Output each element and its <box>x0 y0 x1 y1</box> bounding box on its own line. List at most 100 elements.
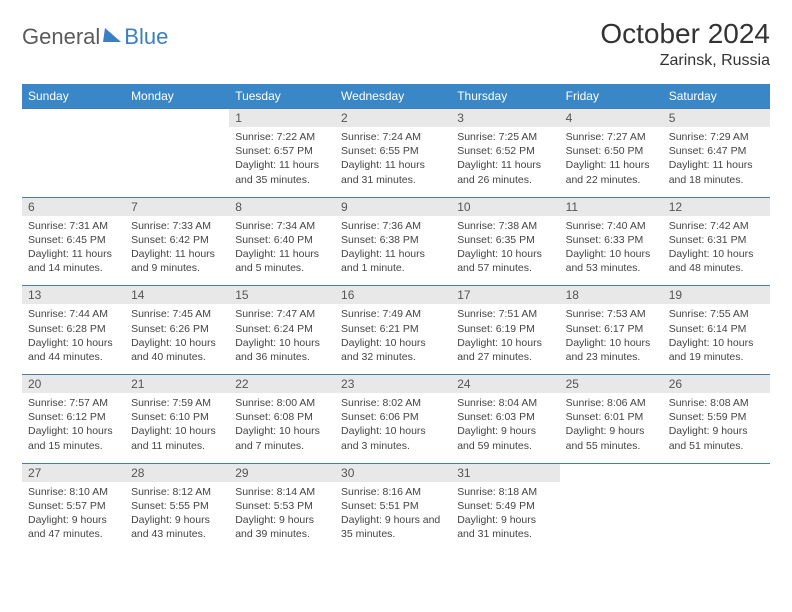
daylight: Daylight: 9 hours and 39 minutes. <box>235 513 329 541</box>
sunrise: Sunrise: 7:22 AM <box>235 130 329 144</box>
day-number-row: 2728293031 <box>22 463 770 482</box>
day-number: 27 <box>22 463 125 482</box>
month-title: October 2024 <box>600 18 770 50</box>
day-number: 7 <box>125 197 229 216</box>
sunrise: Sunrise: 7:53 AM <box>566 307 657 321</box>
day-detail: Sunrise: 8:10 AMSunset: 5:57 PMDaylight:… <box>22 482 125 552</box>
daylight: Daylight: 10 hours and 11 minutes. <box>131 424 223 452</box>
sunrise: Sunrise: 7:27 AM <box>566 130 657 144</box>
sunrise: Sunrise: 7:34 AM <box>235 219 329 233</box>
sunset: Sunset: 6:31 PM <box>669 233 764 247</box>
day-detail: Sunrise: 7:59 AMSunset: 6:10 PMDaylight:… <box>125 393 229 463</box>
daylight: Daylight: 10 hours and 19 minutes. <box>669 336 764 364</box>
day-number: 30 <box>335 463 451 482</box>
day-detail: Sunrise: 7:22 AMSunset: 6:57 PMDaylight:… <box>229 127 335 197</box>
day-number: 21 <box>125 375 229 394</box>
day-detail: Sunrise: 8:00 AMSunset: 6:08 PMDaylight:… <box>229 393 335 463</box>
sunrise: Sunrise: 7:45 AM <box>131 307 223 321</box>
weekday-header: Sunday <box>22 84 125 109</box>
daylight: Daylight: 10 hours and 48 minutes. <box>669 247 764 275</box>
day-number: 25 <box>560 375 663 394</box>
day-number: 6 <box>22 197 125 216</box>
daylight: Daylight: 10 hours and 32 minutes. <box>341 336 445 364</box>
sunset: Sunset: 6:38 PM <box>341 233 445 247</box>
weekday-header: Friday <box>560 84 663 109</box>
day-number: 18 <box>560 286 663 305</box>
weekday-header: Tuesday <box>229 84 335 109</box>
daylight: Daylight: 10 hours and 36 minutes. <box>235 336 329 364</box>
daylight: Daylight: 11 hours and 5 minutes. <box>235 247 329 275</box>
daylight: Daylight: 9 hours and 51 minutes. <box>669 424 764 452</box>
day-detail: Sunrise: 7:57 AMSunset: 6:12 PMDaylight:… <box>22 393 125 463</box>
daylight: Daylight: 10 hours and 44 minutes. <box>28 336 119 364</box>
weekday-header-row: Sunday Monday Tuesday Wednesday Thursday… <box>22 84 770 109</box>
sunrise: Sunrise: 7:42 AM <box>669 219 764 233</box>
day-number: 1 <box>229 109 335 128</box>
sunset: Sunset: 6:33 PM <box>566 233 657 247</box>
sunrise: Sunrise: 7:25 AM <box>457 130 553 144</box>
day-detail: Sunrise: 7:42 AMSunset: 6:31 PMDaylight:… <box>663 216 770 286</box>
sunrise: Sunrise: 7:44 AM <box>28 307 119 321</box>
day-number-row: 20212223242526 <box>22 375 770 394</box>
sunset: Sunset: 6:26 PM <box>131 322 223 336</box>
day-number-row: 13141516171819 <box>22 286 770 305</box>
day-number: 8 <box>229 197 335 216</box>
sunset: Sunset: 6:24 PM <box>235 322 329 336</box>
sunrise: Sunrise: 7:57 AM <box>28 396 119 410</box>
day-number: 4 <box>560 109 663 128</box>
day-detail: Sunrise: 7:38 AMSunset: 6:35 PMDaylight:… <box>451 216 559 286</box>
daylight: Daylight: 10 hours and 3 minutes. <box>341 424 445 452</box>
daylight: Daylight: 11 hours and 31 minutes. <box>341 158 445 186</box>
day-detail-row: Sunrise: 7:44 AMSunset: 6:28 PMDaylight:… <box>22 304 770 374</box>
weekday-header: Thursday <box>451 84 559 109</box>
sunset: Sunset: 6:45 PM <box>28 233 119 247</box>
daylight: Daylight: 11 hours and 9 minutes. <box>131 247 223 275</box>
day-detail: Sunrise: 7:45 AMSunset: 6:26 PMDaylight:… <box>125 304 229 374</box>
sunrise: Sunrise: 7:59 AM <box>131 396 223 410</box>
sunrise: Sunrise: 7:33 AM <box>131 219 223 233</box>
daylight: Daylight: 10 hours and 40 minutes. <box>131 336 223 364</box>
day-number-row: 6789101112 <box>22 197 770 216</box>
day-detail: Sunrise: 7:55 AMSunset: 6:14 PMDaylight:… <box>663 304 770 374</box>
sunset: Sunset: 6:55 PM <box>341 144 445 158</box>
day-detail: Sunrise: 7:31 AMSunset: 6:45 PMDaylight:… <box>22 216 125 286</box>
daylight: Daylight: 9 hours and 55 minutes. <box>566 424 657 452</box>
title-block: October 2024 Zarinsk, Russia <box>600 18 770 70</box>
daylight: Daylight: 11 hours and 1 minute. <box>341 247 445 275</box>
sunrise: Sunrise: 8:18 AM <box>457 485 553 499</box>
sunrise: Sunrise: 8:04 AM <box>457 396 553 410</box>
daylight: Daylight: 10 hours and 53 minutes. <box>566 247 657 275</box>
day-detail: Sunrise: 7:51 AMSunset: 6:19 PMDaylight:… <box>451 304 559 374</box>
sunset: Sunset: 5:51 PM <box>341 499 445 513</box>
sunset: Sunset: 6:14 PM <box>669 322 764 336</box>
sunset: Sunset: 6:01 PM <box>566 410 657 424</box>
day-number: 17 <box>451 286 559 305</box>
daylight: Daylight: 11 hours and 18 minutes. <box>669 158 764 186</box>
logo-triangle-icon <box>103 28 123 42</box>
daylight: Daylight: 9 hours and 47 minutes. <box>28 513 119 541</box>
sunset: Sunset: 5:49 PM <box>457 499 553 513</box>
sunset: Sunset: 6:40 PM <box>235 233 329 247</box>
day-detail: Sunrise: 7:40 AMSunset: 6:33 PMDaylight:… <box>560 216 663 286</box>
sunset: Sunset: 6:52 PM <box>457 144 553 158</box>
daylight: Daylight: 10 hours and 7 minutes. <box>235 424 329 452</box>
sunrise: Sunrise: 8:12 AM <box>131 485 223 499</box>
day-detail: Sunrise: 7:34 AMSunset: 6:40 PMDaylight:… <box>229 216 335 286</box>
empty-cell <box>560 463 663 482</box>
day-detail: Sunrise: 7:36 AMSunset: 6:38 PMDaylight:… <box>335 216 451 286</box>
sunset: Sunset: 6:57 PM <box>235 144 329 158</box>
day-detail: Sunrise: 7:33 AMSunset: 6:42 PMDaylight:… <box>125 216 229 286</box>
location: Zarinsk, Russia <box>600 52 770 70</box>
day-number: 14 <box>125 286 229 305</box>
weekday-header: Wednesday <box>335 84 451 109</box>
day-detail: Sunrise: 8:12 AMSunset: 5:55 PMDaylight:… <box>125 482 229 552</box>
sunrise: Sunrise: 7:38 AM <box>457 219 553 233</box>
day-detail: Sunrise: 7:29 AMSunset: 6:47 PMDaylight:… <box>663 127 770 197</box>
day-number: 23 <box>335 375 451 394</box>
logo-text-blue: Blue <box>124 24 168 50</box>
day-detail: Sunrise: 7:25 AMSunset: 6:52 PMDaylight:… <box>451 127 559 197</box>
empty-cell <box>663 482 770 552</box>
daylight: Daylight: 11 hours and 26 minutes. <box>457 158 553 186</box>
sunrise: Sunrise: 7:55 AM <box>669 307 764 321</box>
day-detail: Sunrise: 7:53 AMSunset: 6:17 PMDaylight:… <box>560 304 663 374</box>
